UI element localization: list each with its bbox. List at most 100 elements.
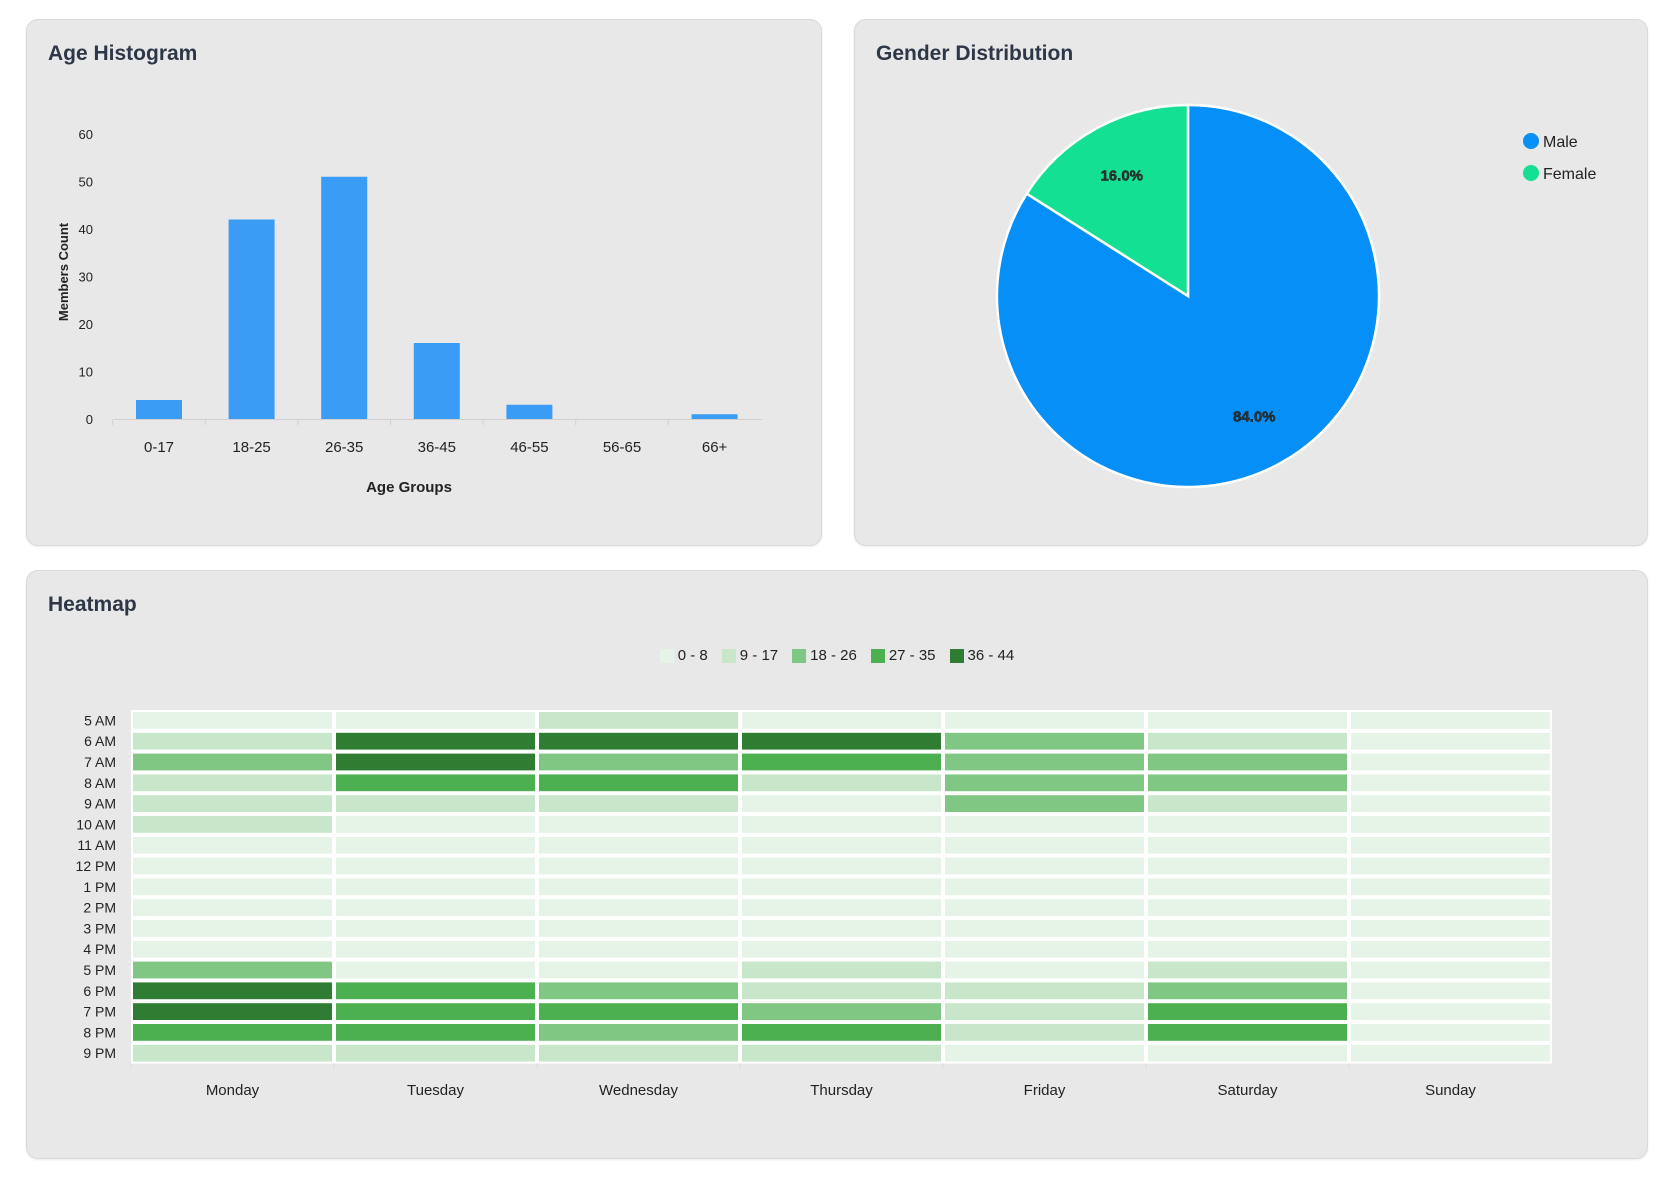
legend-item[interactable]: 36 - 44 [949,647,1015,664]
bar-36-45 [413,343,460,419]
heatmap-cell [334,814,537,835]
heatmap-cell [1349,814,1552,835]
gender-distribution-panel: Gender Distribution 84.0% 16.0% Male Female [854,19,1648,546]
heatmap-cell [334,1042,537,1064]
legend-label: 36 - 44 [967,647,1015,664]
heatmap-cell [1146,1042,1349,1064]
heatmap-cell [1349,855,1552,877]
heatmap-cell [1349,730,1552,752]
heatmap-cell [1146,959,1349,981]
x-axis-title: Age Groups [366,479,452,496]
legend-swatch [792,648,807,663]
column-label: Friday [1024,1082,1066,1099]
heatmap-cell [1349,1001,1552,1023]
heatmap-cell [740,897,943,919]
heatmap-cell [131,772,334,794]
heatmap-cell [334,1022,537,1043]
heatmap-cell [537,897,740,919]
age-histogram-chart: 0 10 20 30 40 50 60 0-17 18-25 26-35 36-45 46-55 56-… [56,127,762,496]
heatmap-title: Heatmap [48,593,137,616]
row-label: 1 PM [83,879,116,895]
heatmap-cell [1146,980,1349,1002]
heatmap-chart: 5 AM 6 AM 7 AM 8 AM 9 AM 10 AM 11 AM 12 PM 1 PM 2… [76,710,1552,1099]
heatmap-cell [1349,980,1552,1002]
row-label: 5 AM [84,712,116,728]
heatmap-cell [943,959,1146,981]
column-label: Wednesday [599,1082,678,1099]
bar-18-25 [228,219,275,419]
y-tick-label: 60 [79,127,93,142]
heatmap-cell [1146,814,1349,835]
heatmap-cell [1146,897,1349,919]
bar-66+ [691,414,738,419]
heatmap-cell [334,918,537,939]
y-tick-label: 50 [79,175,93,190]
heatmap-cell [537,938,740,960]
heatmap-cell [334,938,537,960]
heatmap-cell [740,834,943,856]
heatmap-cell [334,897,537,919]
heatmap-cell [334,710,537,731]
bar-46-55 [506,404,553,419]
heatmap-cell [943,876,1146,898]
heatmap-cell [131,814,334,835]
heatmap-cell [131,1001,334,1023]
heatmap-cell [740,1001,943,1023]
heatmap-cell [1146,855,1349,877]
heatmap-cell [1349,1042,1552,1064]
heatmap-cell [537,980,740,1002]
heatmap-cell [1349,959,1552,981]
heatmap-cell [740,772,943,794]
heatmap-cell [943,1022,1146,1043]
heatmap-cell [131,855,334,877]
legend-item[interactable]: 18 - 26 [792,647,857,664]
heatmap-panel: Heatmap 0 - 8 9 - 17 18 - 26 27 - 35 36 - 44… [26,570,1648,1159]
row-label: 12 PM [76,858,116,874]
heatmap-cell [943,814,1146,835]
heatmap-cell [943,751,1146,773]
age-histogram-title: Age Histogram [48,42,198,65]
heatmap-cell [334,1001,537,1023]
gender-distribution-title: Gender Distribution [876,42,1074,65]
y-tick-label: 40 [79,222,93,237]
heatmap-cell [740,730,943,752]
heatmap-cell [1146,751,1349,773]
legend-label-female: Female [1543,166,1596,183]
heatmap-cell [943,938,1146,960]
legend-item[interactable]: 27 - 35 [870,647,936,664]
heatmap-cell [131,1042,334,1064]
legend-marker-male [1523,133,1539,149]
heatmap-cell [1146,834,1349,856]
heatmap-cell [537,793,740,814]
row-label: 6 PM [83,983,116,999]
heatmap-cell [1146,1001,1349,1023]
bar-26-35 [321,176,368,419]
heatmap-cell [131,918,334,939]
heatmap-cell [1349,772,1552,794]
heatmap-cell [131,834,334,856]
row-label: 8 AM [84,775,116,791]
legend-swatch [949,648,964,663]
column-label: Sunday [1425,1082,1476,1099]
heatmap-cell [943,1001,1146,1023]
heatmap-cell [1146,876,1349,898]
pie-label-male: 84.0% [1233,409,1276,426]
heatmap-cell [537,1022,740,1043]
heatmap-cell [1349,938,1552,960]
legend-item[interactable]: 9 - 17 [721,647,778,664]
row-label: 3 PM [83,920,116,936]
heatmap-cell [131,938,334,960]
bar-0-17 [136,400,182,419]
legend-label: 27 - 35 [888,647,936,664]
heatmap-cell [537,959,740,981]
heatmap-cell [1146,1022,1349,1043]
heatmap-cell [131,751,334,773]
heatmap-cell [334,730,537,752]
y-tick-label: 0 [86,412,93,427]
legend-item[interactable]: 0 - 8 [659,647,708,664]
heatmap-cell [1349,793,1552,814]
heatmap-cell [943,730,1146,752]
legend-swatch [870,648,885,663]
heatmap-cell [943,1042,1146,1064]
heatmap-cell [131,980,334,1002]
